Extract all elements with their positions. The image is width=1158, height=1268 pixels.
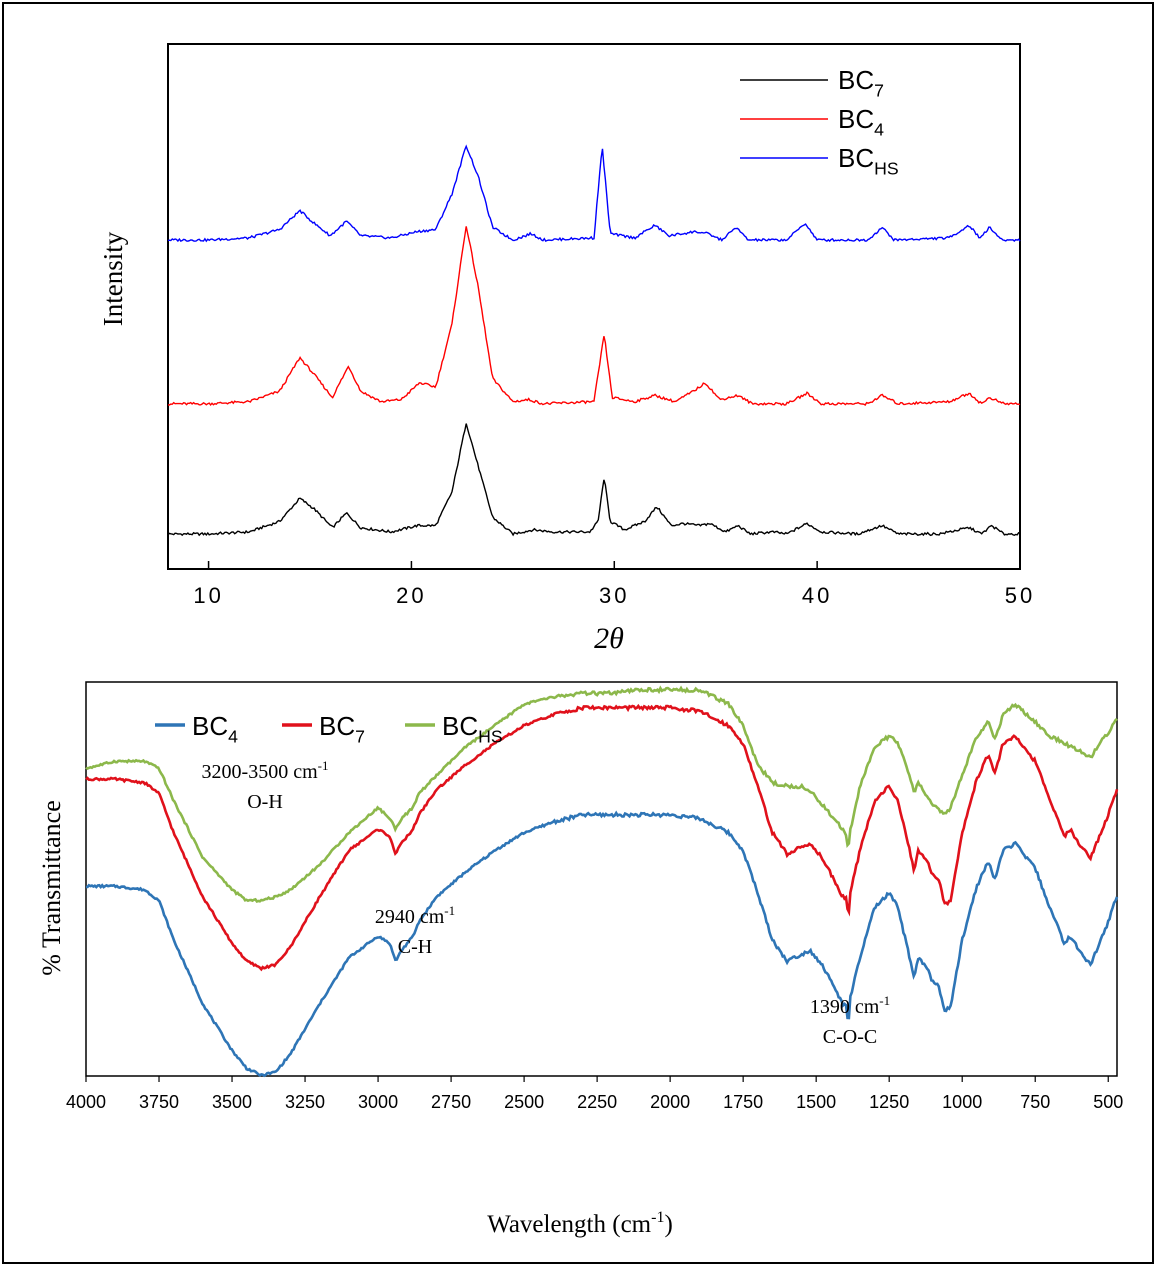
ftir-annotation-bond: C-O-C [823, 1026, 877, 1048]
ftir-series-BC4 [86, 810, 1119, 1078]
ftir-x-axis-label: Wavelength (cm-1) [487, 1209, 673, 1238]
xrd-y-axis-label: Intensity [98, 231, 128, 326]
ftir-series-lines [85, 685, 1119, 1078]
ftir-x-tick-label: 500 [1093, 1092, 1123, 1112]
xrd-x-tick-label: 30 [599, 583, 629, 608]
xrd-legend-label-BCHS: BCHS [838, 143, 899, 178]
ftir-panel: 4000 3750 3500 3250 3000 2750 2500 2250 2000 1750… [37, 681, 1123, 1238]
ftir-x-tick-label: 3250 [285, 1092, 325, 1112]
ftir-annotation-wavenumber: 2940 cm-1 [375, 903, 455, 928]
xrd-x-tick-label: 10 [193, 583, 223, 608]
ftir-y-axis-label: % Transmittance [37, 800, 66, 976]
ftir-x-tick-label: 750 [1020, 1092, 1050, 1112]
ftir-x-tick-label: 4000 [66, 1092, 106, 1112]
xrd-x-tick-label: 50 [1005, 583, 1035, 608]
ftir-x-tick-label: 3500 [212, 1092, 252, 1112]
ftir-x-tick-label: 1750 [723, 1092, 763, 1112]
ftir-annotation-wavenumber: 3200-3500 cm-1 [202, 758, 329, 783]
ftir-annotation-bond: C-H [398, 936, 432, 958]
ftir-x-tick-label: 1000 [942, 1092, 982, 1112]
ftir-plot-border [85, 681, 1118, 1077]
ftir-annotations: 3200-3500 cm-1 O-H 2940 cm-1 C-H 1390 cm-1 C-… [202, 758, 891, 1048]
xrd-x-axis-label: 2θ [594, 622, 624, 655]
ftir-x-tick-label: 2250 [577, 1092, 617, 1112]
xrd-series-BC4 [167, 226, 1021, 406]
xrd-series-BC7 [167, 423, 1021, 537]
ftir-annotation-bond: O-H [247, 791, 283, 813]
ftir-x-tick-label: 2750 [431, 1092, 471, 1112]
xrd-x-tick-label: 20 [396, 583, 426, 608]
ftir-x-tick-label: 2000 [650, 1092, 690, 1112]
ftir-annotation-wavenumber: 1390 cm-1 [810, 993, 890, 1018]
ftir-series-BC7 [85, 703, 1119, 972]
ftir-legend-label-BCHS: BCHS [442, 711, 503, 746]
ftir-x-tick-label: 2500 [504, 1092, 544, 1112]
ftir-x-tick-label: 1500 [796, 1092, 836, 1112]
xrd-legend: BC7 BC4 BCHS [740, 65, 899, 178]
ftir-x-ticks: 4000 3750 3500 3250 3000 2750 2500 2250 2000 1750… [66, 1076, 1123, 1112]
ftir-legend: BC4 BC7 BCHS [155, 711, 503, 746]
xrd-x-tick-label: 40 [802, 583, 832, 608]
ftir-legend-label-BC4: BC4 [192, 711, 238, 746]
xrd-plot-border [167, 43, 1021, 570]
xrd-legend-label-BC4: BC4 [838, 104, 884, 139]
xrd-x-ticks: 10 20 30 40 50 [193, 561, 1035, 608]
ftir-series-BCHS [85, 685, 1118, 904]
xrd-panel: 10 20 30 40 50 BC7 BC4 BCHS Intensity 2θ [98, 43, 1035, 655]
ftir-x-tick-label: 3000 [358, 1092, 398, 1112]
ftir-x-tick-label: 1250 [869, 1092, 909, 1112]
xrd-series-BCHS [167, 144, 1021, 243]
xrd-legend-label-BC7: BC7 [838, 65, 884, 100]
ftir-legend-label-BC7: BC7 [319, 711, 365, 746]
xrd-series-lines [167, 144, 1021, 537]
ftir-x-tick-label: 3750 [139, 1092, 179, 1112]
